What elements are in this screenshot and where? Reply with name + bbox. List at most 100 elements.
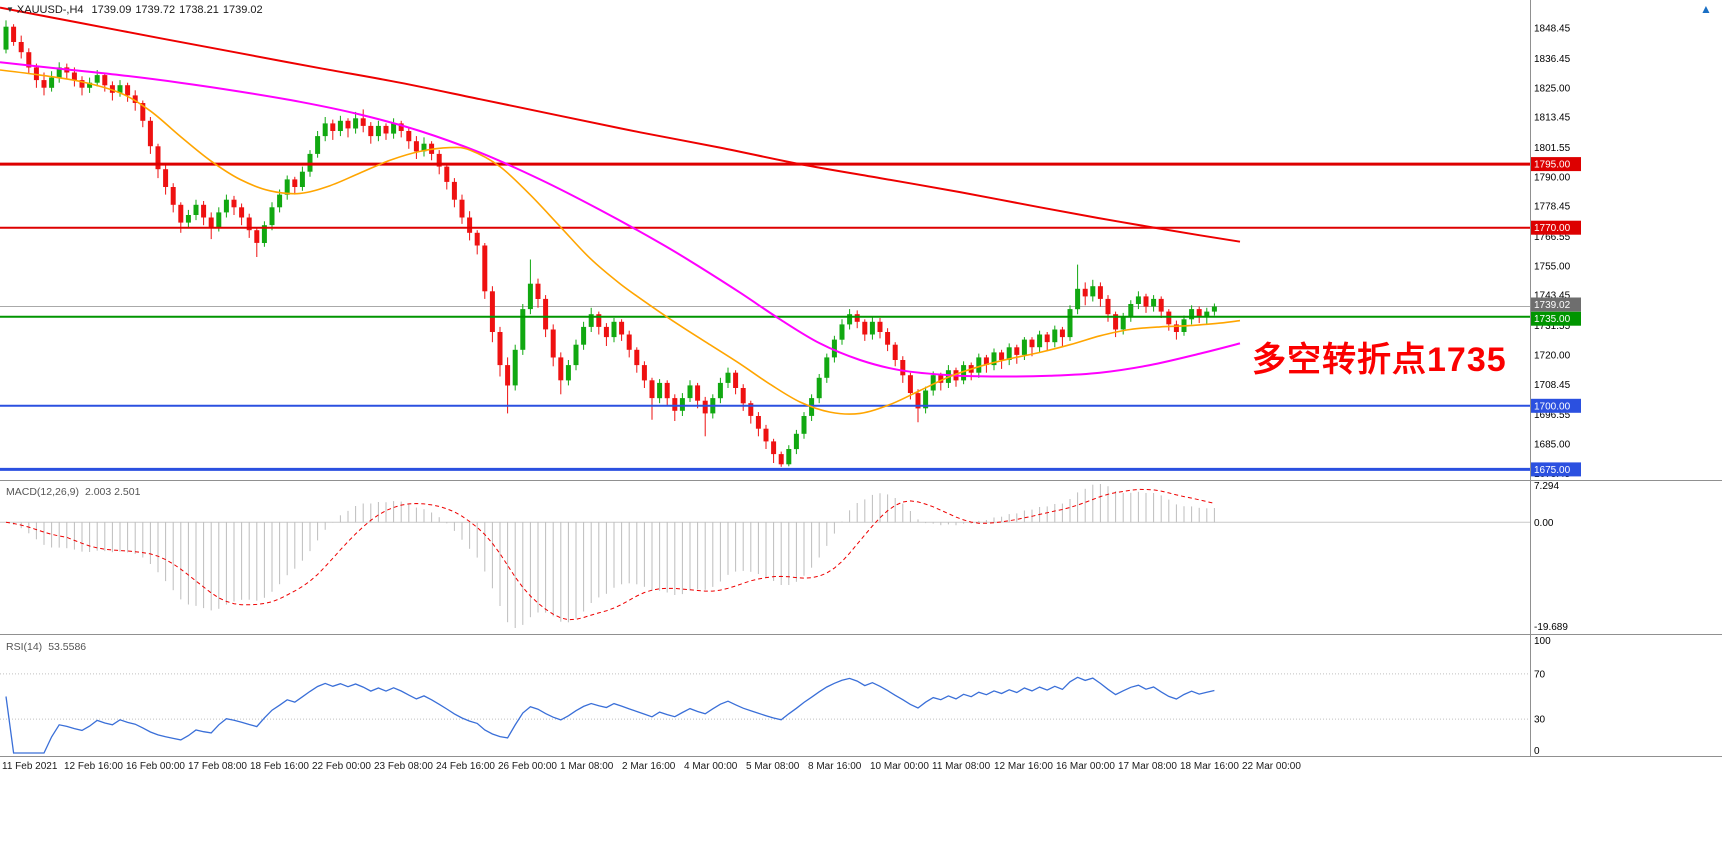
candle-body bbox=[239, 207, 245, 218]
candle-body bbox=[277, 194, 283, 208]
candle-body bbox=[755, 416, 761, 429]
candle-body bbox=[322, 123, 328, 137]
price-axis-label: 1778.45 bbox=[1534, 202, 1571, 213]
candle-body bbox=[634, 349, 640, 366]
price-axis-label: 1755.00 bbox=[1534, 261, 1571, 272]
candle-body bbox=[299, 171, 305, 187]
price-axis-label: 1790.00 bbox=[1534, 172, 1571, 183]
candle-body bbox=[353, 118, 359, 129]
candle-body bbox=[1120, 316, 1126, 330]
symbol-period-label: XAUUSD-,H4 bbox=[16, 4, 84, 16]
candles bbox=[3, 20, 1217, 467]
macd-axis-max: 7.294 bbox=[1534, 481, 1559, 492]
candle-body bbox=[611, 321, 617, 338]
price-axis-label: 1836.45 bbox=[1534, 54, 1571, 65]
rsi-axis-70: 70 bbox=[1534, 669, 1546, 680]
candle-body bbox=[1059, 329, 1065, 338]
candle-body bbox=[687, 385, 693, 399]
long-trend-ma[interactable] bbox=[0, 6, 1241, 243]
candle-body bbox=[649, 380, 655, 399]
price-badge-label: 1700.00 bbox=[1534, 401, 1571, 412]
candle-body bbox=[550, 329, 556, 358]
candle-body bbox=[824, 357, 830, 378]
time-axis-label: 18 Mar 16:00 bbox=[1180, 761, 1239, 772]
time-axis-label: 17 Mar 08:00 bbox=[1118, 761, 1177, 772]
time-axis-label: 12 Feb 16:00 bbox=[64, 761, 123, 772]
candle-body bbox=[1075, 288, 1081, 310]
candle-body bbox=[535, 283, 541, 299]
candle-body bbox=[406, 131, 412, 142]
candle-body bbox=[33, 67, 39, 81]
candle-body bbox=[915, 393, 921, 409]
rsi-axis-0: 0 bbox=[1534, 746, 1540, 757]
candle-body bbox=[581, 326, 587, 345]
price-axis-label: 1708.45 bbox=[1534, 380, 1571, 391]
rsi-indicator-label: RSI(14) 53.5586 bbox=[6, 641, 86, 653]
candle-body bbox=[839, 324, 845, 340]
candle-body bbox=[1189, 309, 1195, 320]
price-badge bbox=[1531, 462, 1581, 477]
candle-body bbox=[102, 75, 108, 86]
candle-body bbox=[132, 95, 138, 103]
scroll-up-icon[interactable]: ▲ bbox=[1700, 2, 1712, 16]
candle-body bbox=[763, 428, 769, 442]
candle-body bbox=[41, 80, 47, 88]
candle-body bbox=[421, 143, 427, 152]
candle-body bbox=[641, 365, 647, 381]
candle-body bbox=[1105, 298, 1111, 315]
candle-body bbox=[1006, 347, 1012, 360]
price-badge bbox=[1531, 297, 1581, 312]
candle-body bbox=[786, 449, 792, 465]
candle-body bbox=[87, 82, 93, 88]
candle-body bbox=[907, 375, 913, 393]
time-axis-label: 2 Mar 16:00 bbox=[622, 761, 676, 772]
candle-body bbox=[208, 217, 214, 228]
price-axis-label: 1825.00 bbox=[1534, 83, 1571, 94]
candle-body bbox=[49, 77, 55, 88]
candle-body bbox=[1097, 286, 1103, 299]
candle-body bbox=[185, 215, 191, 223]
candle-body bbox=[94, 75, 100, 83]
time-axis-label: 4 Mar 00:00 bbox=[684, 761, 738, 772]
candle-body bbox=[1113, 314, 1119, 330]
price-axis-label: 1848.45 bbox=[1534, 24, 1571, 35]
macd-signal-line bbox=[5, 488, 1215, 621]
candle-body bbox=[854, 314, 860, 322]
candle-body bbox=[573, 344, 579, 366]
candle-body bbox=[261, 225, 267, 243]
candle-body bbox=[999, 352, 1005, 360]
fast-ma[interactable] bbox=[0, 69, 1241, 415]
candle-body bbox=[391, 123, 397, 134]
candle-body bbox=[1135, 296, 1141, 304]
candle-body bbox=[793, 433, 799, 450]
candle-body bbox=[1196, 309, 1202, 317]
rsi-name: RSI(14) bbox=[6, 641, 43, 653]
price-axis-label: 1801.55 bbox=[1534, 143, 1571, 154]
time-axis-label: 26 Feb 00:00 bbox=[498, 761, 557, 772]
symbol-dropdown-icon[interactable]: ▼ bbox=[6, 5, 14, 14]
candle-body bbox=[1166, 311, 1172, 325]
candle-body bbox=[771, 441, 777, 455]
price-axis-label: 1731.55 bbox=[1534, 321, 1571, 332]
price-axis-label: 1685.00 bbox=[1534, 439, 1571, 450]
macd-indicator-label: MACD(12,26,9) 2.003 2.501 bbox=[6, 486, 140, 498]
candle-body bbox=[497, 332, 503, 366]
candle-body bbox=[1143, 296, 1149, 307]
candle-body bbox=[1090, 286, 1096, 297]
rsi-axis-30: 30 bbox=[1534, 715, 1546, 726]
candle-body bbox=[345, 120, 351, 129]
candle-body bbox=[1029, 339, 1035, 348]
mid-ma[interactable] bbox=[0, 61, 1241, 378]
candle-body bbox=[444, 166, 450, 182]
time-axis-label: 10 Mar 00:00 bbox=[870, 761, 929, 772]
price-axis-label: 1696.55 bbox=[1534, 410, 1571, 421]
candle-body bbox=[383, 125, 389, 134]
time-axis-label: 11 Feb 2021 bbox=[2, 761, 58, 772]
candle-body bbox=[1037, 334, 1043, 348]
candle-body bbox=[459, 199, 465, 218]
candle-body bbox=[520, 309, 526, 350]
candle-body bbox=[125, 85, 131, 96]
price-axis-label: 1720.00 bbox=[1534, 350, 1571, 361]
